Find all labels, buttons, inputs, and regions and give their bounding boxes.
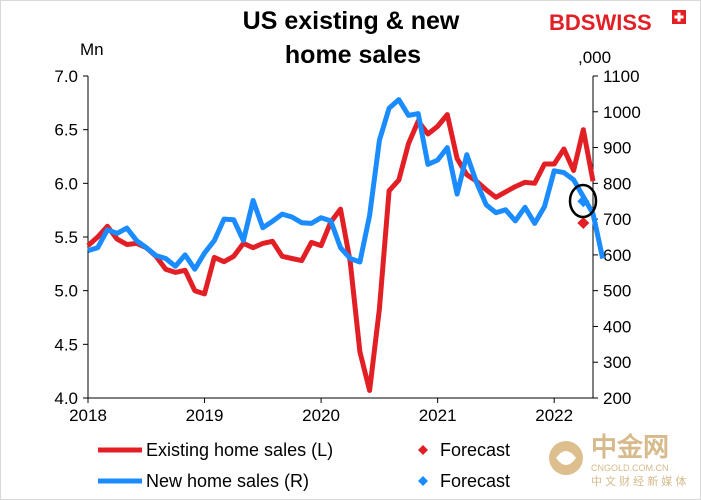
right-tick-label: 1100 [603, 67, 640, 86]
x-tick-label: 2019 [186, 406, 224, 425]
right-tick-label: 1000 [603, 103, 641, 122]
left-tick-label: 5.5 [54, 228, 78, 247]
existing-home-sales-line [86, 112, 596, 393]
existing-forecast-marker [577, 217, 590, 230]
left-tick-label: 4.5 [54, 335, 78, 354]
x-tick-label: 2020 [302, 406, 340, 425]
left-tick-label: 7.0 [54, 67, 78, 86]
left-axis-ticks: 4.0 4.5 5.0 5.5 6.0 6.5 7.0 [54, 67, 88, 408]
legend-existing-label: Existing home sales (L) [146, 440, 333, 460]
new-forecast-marker [577, 195, 590, 208]
x-axis-ticks: 2018 2019 2020 2021 2022 [69, 398, 573, 425]
right-tick-label: 400 [603, 317, 631, 336]
series-layer [86, 97, 606, 393]
left-tick-label: 5.0 [54, 282, 78, 301]
brand-logo-part2: SWISS [581, 10, 652, 35]
legend-existing-forecast-marker [418, 445, 428, 455]
left-axis-unit: Mn [80, 40, 104, 59]
legend-new-forecast-label: Forecast [440, 471, 510, 491]
legend: Existing home sales (L) Forecast New home … [98, 440, 510, 491]
legend-new-label: New home sales (R) [146, 471, 309, 491]
right-tick-label: 300 [603, 353, 631, 372]
chart-title-line-2: home sales [285, 41, 421, 69]
brand-logo: BDSWISS [549, 10, 652, 35]
legend-existing-forecast-label: Forecast [440, 440, 510, 460]
watermark-tagline: 中 文 财 经 新 媒 体 [591, 474, 686, 488]
x-tick-label: 2022 [535, 406, 573, 425]
right-tick-label: 600 [603, 246, 631, 265]
legend-new-forecast-marker [418, 476, 428, 486]
axes [87, 76, 594, 399]
left-tick-label: 6.5 [54, 121, 78, 140]
brand-logo-part1: BD [549, 10, 581, 35]
right-axis-unit: ,000 [578, 48, 611, 67]
forecast-layer [577, 195, 590, 230]
forecast-highlight-circle [568, 183, 598, 219]
right-tick-label: 800 [603, 174, 631, 193]
right-tick-label: 500 [603, 282, 631, 301]
watermark-swirl-icon [556, 451, 576, 465]
watermark-domain: CNGOLD.COM.CN [591, 463, 669, 473]
right-tick-label: 700 [603, 210, 631, 229]
x-tick-label: 2021 [419, 406, 457, 425]
right-tick-label: 200 [603, 389, 631, 408]
right-axis-ticks: 200 300 400 500 600 700 800 900 1000 1100 [593, 67, 641, 408]
watermark: 中金网 CNGOLD.COM.CN 中 文 财 经 新 媒 体 [549, 432, 686, 488]
left-tick-label: 4.0 [54, 389, 78, 408]
x-tick-label: 2018 [69, 406, 107, 425]
chart-title-line-1: US existing & new [243, 7, 460, 35]
left-tick-label: 6.0 [54, 174, 78, 193]
watermark-title: 中金网 [591, 432, 669, 462]
right-tick-label: 900 [603, 139, 631, 158]
swiss-cross-icon [672, 10, 686, 24]
new-home-sales-line [87, 97, 606, 272]
